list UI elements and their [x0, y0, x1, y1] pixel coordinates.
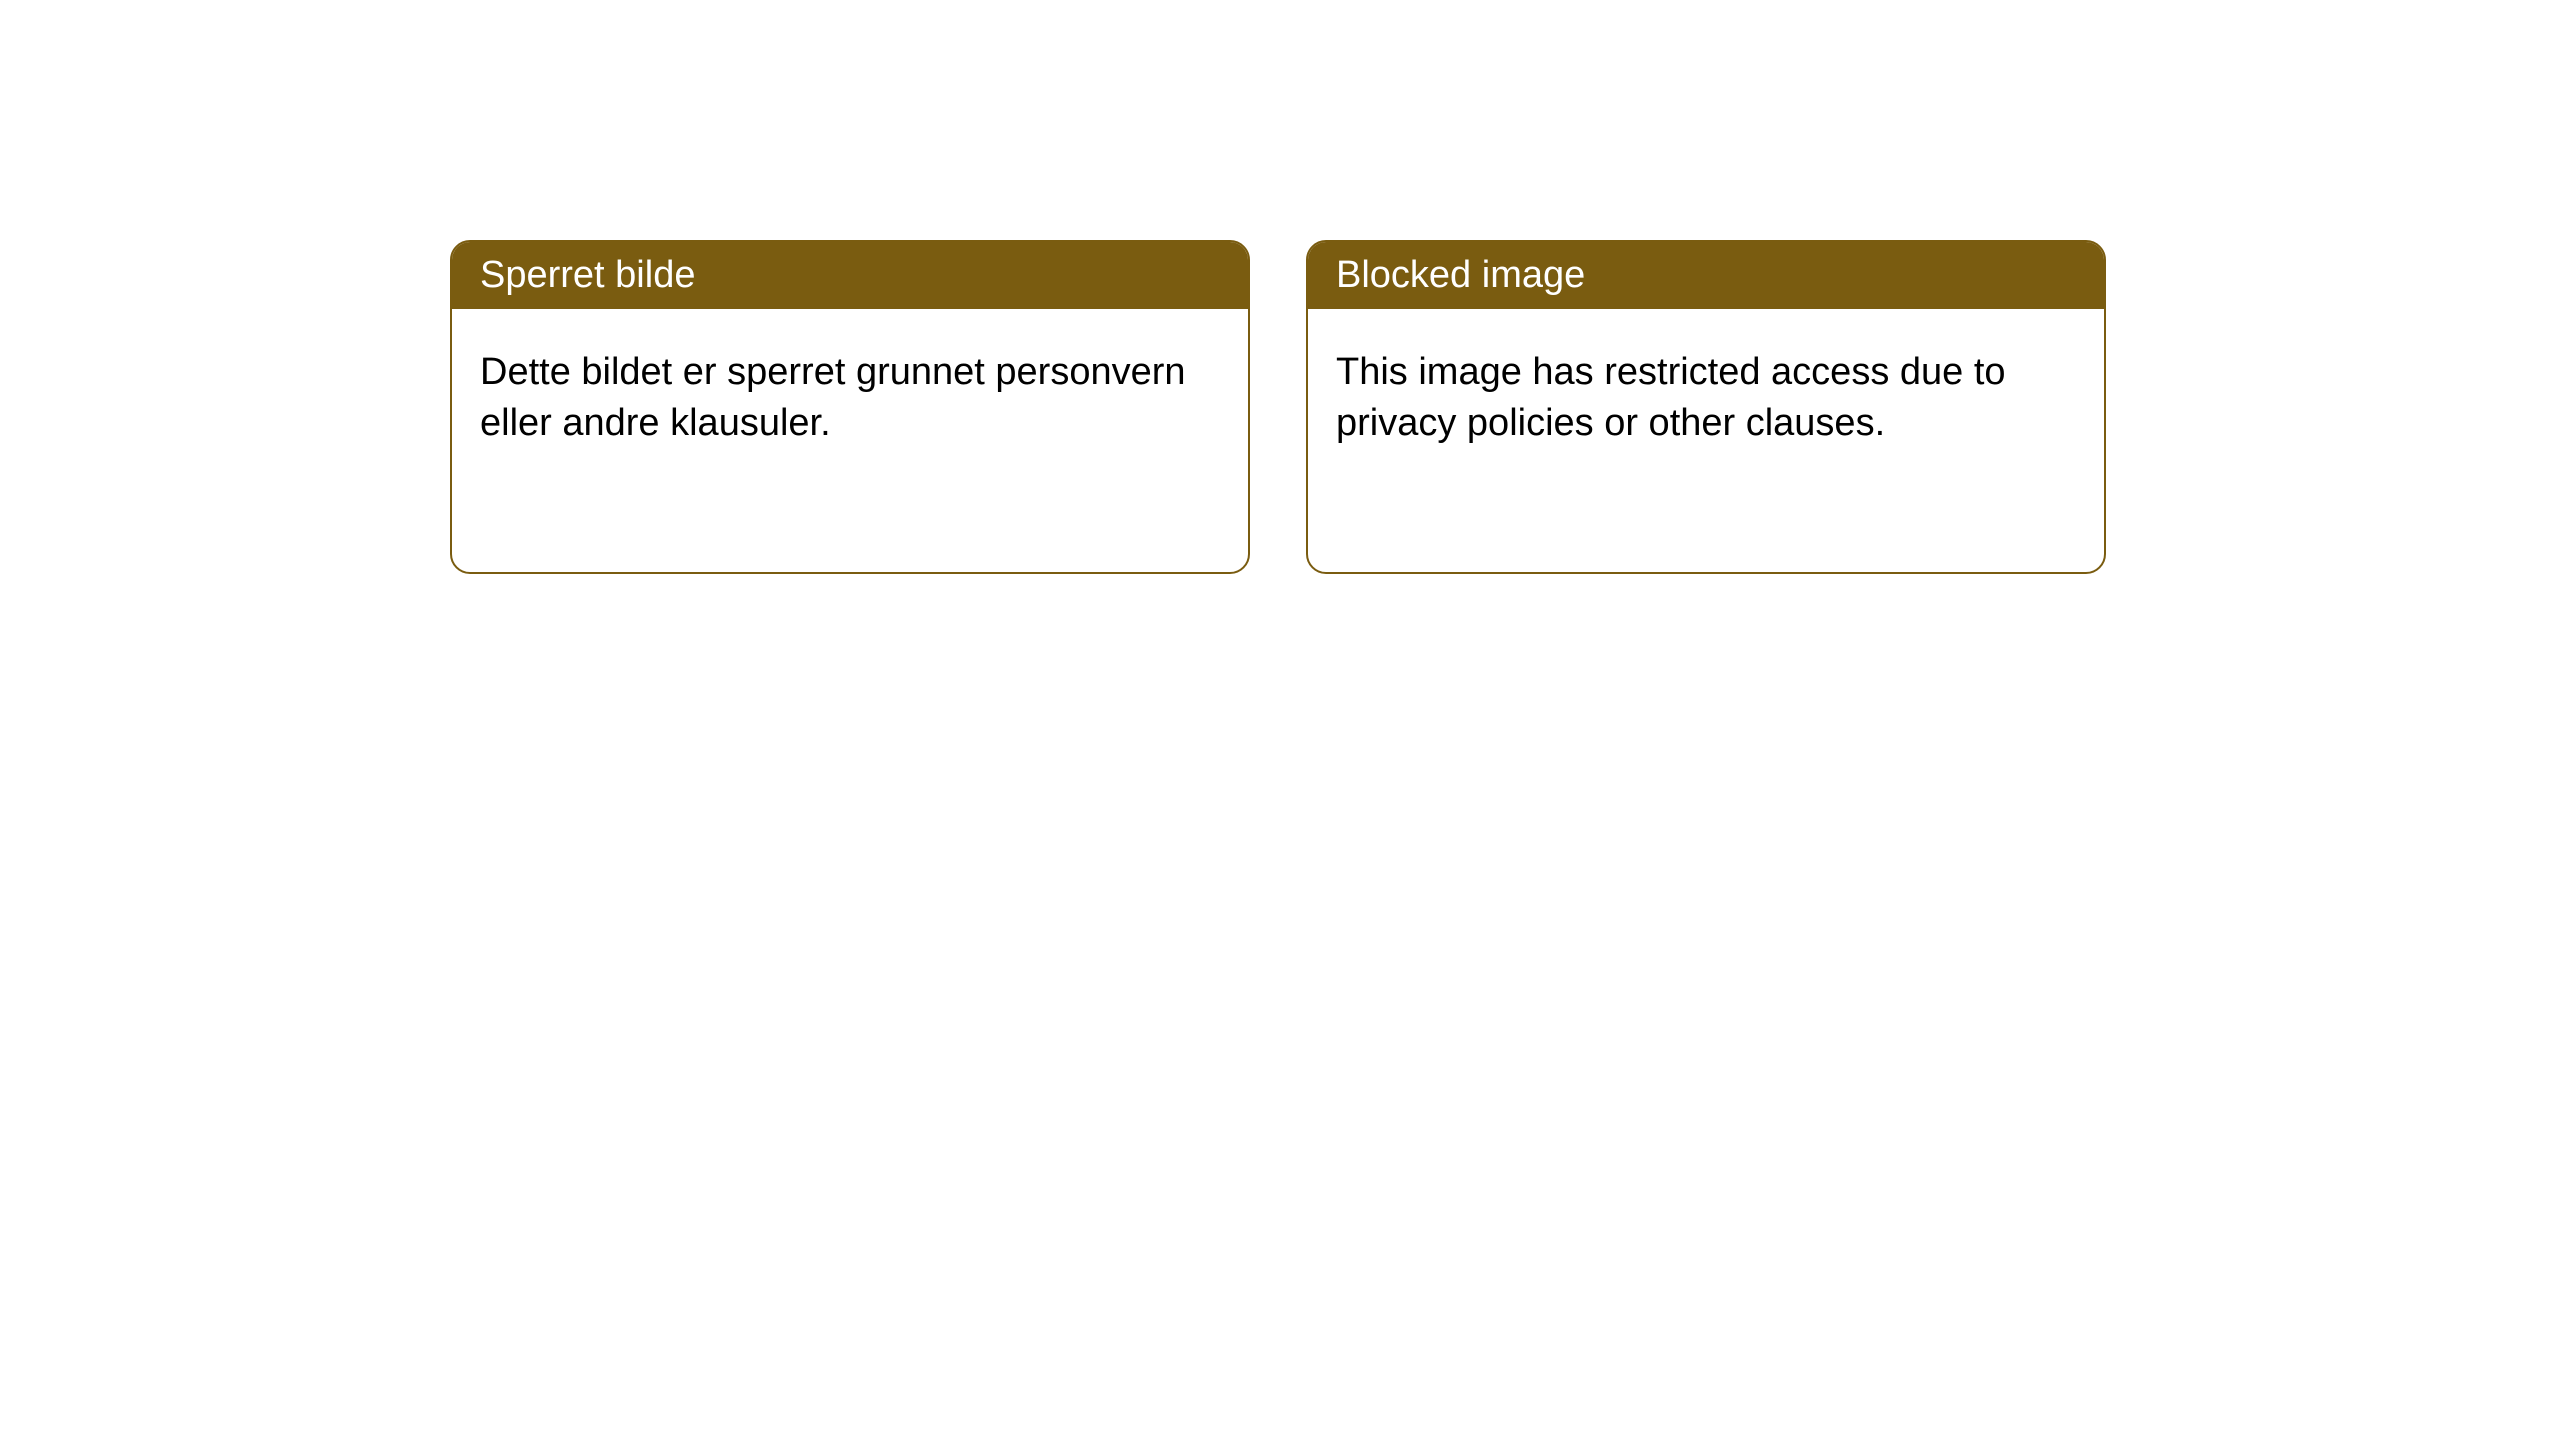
card-body-text: Dette bildet er sperret grunnet personve…	[480, 351, 1186, 444]
card-body: This image has restricted access due to …	[1308, 309, 2104, 488]
card-title: Blocked image	[1336, 254, 1585, 296]
notice-card-norwegian: Sperret bilde Dette bildet er sperret gr…	[450, 240, 1250, 574]
card-header: Sperret bilde	[452, 242, 1248, 309]
notice-cards-container: Sperret bilde Dette bildet er sperret gr…	[450, 240, 2106, 574]
card-body-text: This image has restricted access due to …	[1336, 351, 2006, 444]
card-title: Sperret bilde	[480, 254, 695, 296]
notice-card-english: Blocked image This image has restricted …	[1306, 240, 2106, 574]
card-header: Blocked image	[1308, 242, 2104, 309]
card-body: Dette bildet er sperret grunnet personve…	[452, 309, 1248, 488]
